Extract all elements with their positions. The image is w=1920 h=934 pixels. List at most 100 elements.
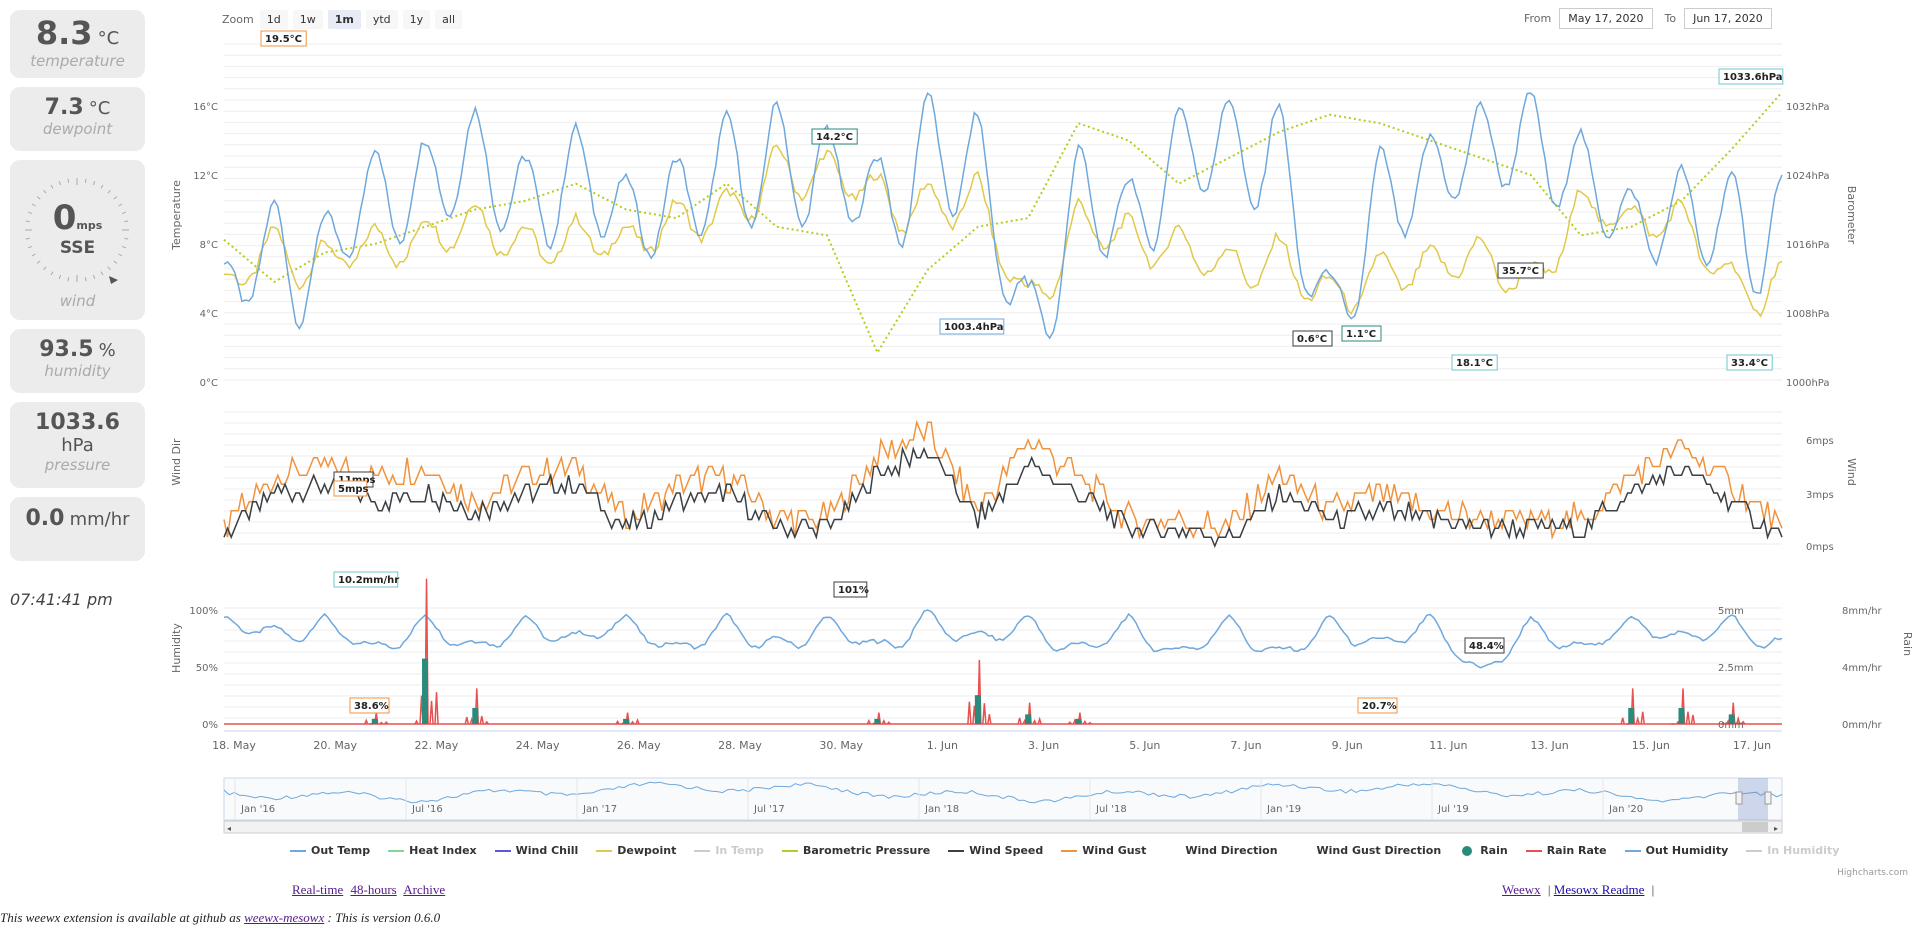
from-date-input[interactable]: May 17, 2020 — [1559, 8, 1653, 29]
rain-rate-spike — [379, 721, 384, 725]
annotation-flag — [1357, 697, 1398, 714]
rain-rate-spike — [1620, 717, 1625, 725]
annotation-flag — [939, 318, 1005, 335]
legend-item[interactable]: Heat Index — [388, 844, 477, 857]
scroll-right-icon: ▸ — [1774, 824, 1778, 833]
legend-symbol-icon — [694, 846, 711, 856]
legend-item[interactable]: Wind Chill — [494, 844, 578, 857]
x-axis-label: 18. May — [212, 739, 256, 752]
rain-rate-spike — [1685, 711, 1691, 725]
legend-item[interactable]: Out Humidity — [1624, 844, 1728, 857]
legend-item[interactable]: Wind Speed — [948, 844, 1043, 857]
navigator-label: Jan '17 — [582, 804, 617, 815]
rain-tick-label: 5mm — [1718, 606, 1744, 617]
navigator-left-handle — [1735, 791, 1743, 805]
x-axis-label: 24. May — [516, 739, 560, 752]
zoom-1d-button[interactable]: 1d — [259, 9, 288, 29]
humidity-label: humidity — [44, 362, 111, 380]
rain-rate-spike — [484, 720, 489, 725]
legend-label: Heat Index — [409, 844, 477, 857]
x-axis-label: 28. May — [718, 739, 762, 752]
navigator-scrollbar-thumb — [1742, 822, 1768, 832]
rain-rate-spike — [1032, 718, 1037, 725]
rain-bar — [874, 718, 881, 724]
zoom-all-button[interactable]: all — [435, 9, 463, 29]
archive-link[interactable]: Archive — [403, 882, 446, 897]
zoom-1w-button[interactable]: 1w — [292, 9, 323, 29]
compass-tick — [100, 184, 104, 189]
dewpoint-unit: °C — [88, 98, 111, 119]
navigator-label: Jul '16 — [411, 804, 443, 815]
realtime-link[interactable]: Real-time — [292, 882, 344, 897]
rain-bar — [974, 695, 981, 724]
wind-direction: SSE — [59, 238, 96, 258]
48-hours-link[interactable]: 48-hours — [350, 882, 397, 897]
navigator[interactable]: Jan '16 Jul '16 Jan '17 Jul '17 Jan '18 Jul '… — [223, 777, 1783, 834]
humidity-tick-label: 0% — [202, 720, 218, 731]
annotation-label: 5mps — [338, 484, 369, 495]
rain-rate-spike — [1640, 711, 1645, 725]
compass-tick — [36, 260, 41, 264]
zoom-1m-button[interactable]: 1m — [327, 9, 361, 29]
compass-tick — [27, 245, 33, 249]
navigator-label: Jan '16 — [240, 804, 275, 815]
pressure-card: 1033.6 hPa pressure — [10, 402, 145, 488]
rain-tick-label: 2.5mm — [1718, 663, 1753, 674]
navigator-label: Jul '17 — [753, 804, 785, 815]
weather-chart[interactable]: Temperature Barometer Wind Dir Wind Humidity… — [0, 0, 1920, 840]
annotation-label: 33.4°C — [1731, 358, 1768, 369]
compass-tick — [25, 220, 30, 223]
annotation-flag — [333, 480, 368, 497]
compass-tick — [84, 178, 87, 183]
highcharts-credit[interactable]: Highcharts.com — [1837, 868, 1908, 878]
rain-bar — [371, 718, 378, 724]
barometer-tick-label: 1008hPa — [1786, 309, 1830, 320]
compass-tick — [43, 266, 47, 271]
legend-item[interactable]: Rain — [1459, 844, 1508, 857]
compass-tick — [107, 189, 111, 194]
humidity-axis-title: Humidity — [170, 623, 183, 673]
temperature-card: 8.3 °C temperature — [10, 10, 145, 78]
rain-axis-title: Rain — [1901, 632, 1914, 656]
legend-item[interactable]: Dewpoint — [596, 844, 676, 857]
zoom-ytd-button[interactable]: ytd — [365, 9, 398, 29]
legend-item[interactable]: Wind Gust Direction — [1296, 844, 1442, 857]
rain-card: 0.0 mm/hr — [10, 497, 145, 561]
legend-item[interactable]: In Temp — [694, 844, 764, 857]
compass-tick — [113, 260, 118, 264]
legend-item[interactable]: Rain Rate — [1525, 844, 1607, 857]
compass-tick — [31, 203, 36, 207]
github-link[interactable]: weewx-mesowx — [244, 910, 325, 925]
annotation-label: 38.6% — [354, 701, 389, 712]
legend-symbol-icon — [1164, 846, 1180, 856]
wind-label: wind — [59, 292, 96, 310]
annotation-label: 1033.6hPa — [1723, 72, 1783, 83]
navigator-label: Jul '18 — [1095, 804, 1127, 815]
navigator-label: Jan '20 — [1608, 804, 1643, 815]
annotation-flag — [1718, 68, 1784, 85]
version-note: This weewx extension is available at git… — [0, 910, 440, 926]
legend-label: Wind Gust Direction — [1316, 844, 1442, 857]
to-date-input[interactable]: Jun 17, 2020 — [1684, 8, 1772, 29]
legend-item[interactable]: Wind Gust — [1061, 844, 1146, 857]
legend-item[interactable]: Barometric Pressure — [781, 844, 930, 857]
legend-item[interactable]: Wind Direction — [1164, 844, 1277, 857]
annotation-flag — [260, 30, 307, 47]
legend-symbol-icon — [1296, 846, 1312, 856]
legend-item[interactable]: In Humidity — [1746, 844, 1839, 857]
weewx-link[interactable]: Weewx — [1502, 882, 1541, 897]
rain-rate-spike — [635, 718, 640, 725]
rain-rate-spike — [1017, 717, 1022, 725]
legend-symbol-icon — [1525, 846, 1542, 856]
legend-item[interactable]: Out Temp — [290, 844, 370, 857]
rain-bar — [1075, 718, 1082, 724]
rain-rate-spike — [1721, 721, 1726, 725]
annotation-flag — [333, 571, 399, 588]
from-label: From — [1524, 12, 1552, 25]
compass-tick — [92, 180, 96, 186]
annotation-flag — [811, 128, 858, 145]
x-axis-label: 9. Jun — [1332, 739, 1363, 752]
zoom-1y-button[interactable]: 1y — [402, 9, 431, 29]
wind-tick-label: 3mps — [1806, 490, 1834, 501]
mesowx-readme-link[interactable]: Mesowx Readme — [1553, 882, 1645, 897]
